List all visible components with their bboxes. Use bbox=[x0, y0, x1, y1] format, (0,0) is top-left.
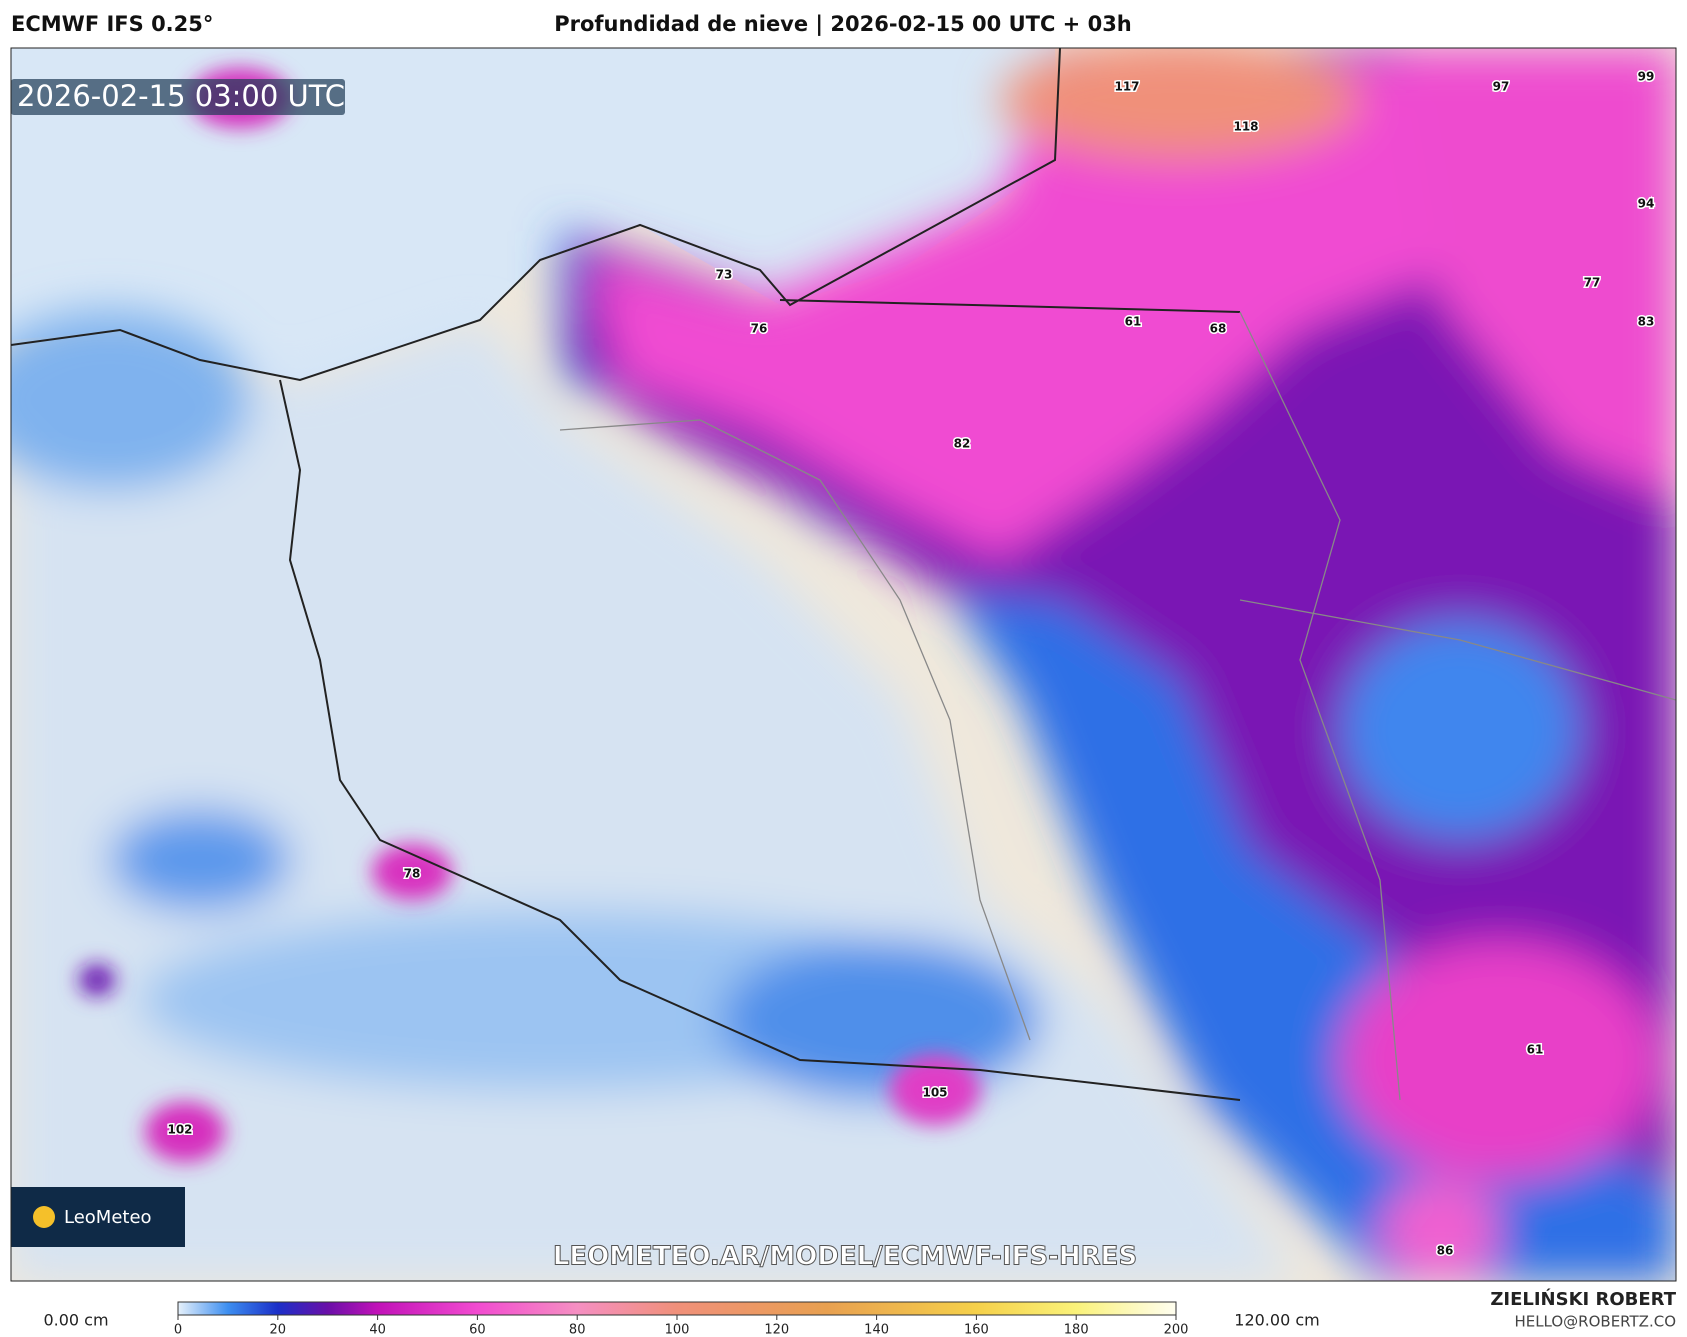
map: 2026-02-15 03:00 UTC LeoMeteo LEOMETEO.A… bbox=[11, 48, 1676, 1281]
colorbar-min: 0.00 cm bbox=[43, 1311, 108, 1330]
colorbar-max: 120.00 cm bbox=[1234, 1311, 1319, 1330]
colorbar-tick-label: 60 bbox=[469, 1323, 486, 1337]
value-label: 73 bbox=[716, 268, 733, 282]
value-label: 78 bbox=[404, 867, 421, 881]
value-label: 102 bbox=[167, 1123, 192, 1137]
colorbar-tick-label: 80 bbox=[569, 1323, 586, 1337]
value-label: 118 bbox=[1233, 120, 1258, 134]
value-labels: 117 118 97 99 94 77 83 73 76 61 68 82 78 105 102 61 86 bbox=[166, 68, 1656, 1259]
value-label: 68 bbox=[1210, 322, 1227, 336]
value-label: 99 bbox=[1638, 70, 1655, 84]
colorbar-tick-label: 40 bbox=[369, 1323, 386, 1337]
colorbar-tick-label: 180 bbox=[1064, 1323, 1089, 1337]
timestamp: 2026-02-15 03:00 UTC bbox=[17, 79, 345, 113]
author: ZIELIŃSKI ROBERT bbox=[1490, 1288, 1676, 1310]
value-label: 86 bbox=[1437, 1244, 1454, 1258]
colorbar-tick-label: 120 bbox=[764, 1323, 789, 1337]
watermark: LEOMETEO.AR/MODEL/ECMWF-IFS-HRES bbox=[553, 1242, 1137, 1272]
logo: LeoMeteo bbox=[64, 1207, 152, 1228]
value-label: 77 bbox=[1584, 276, 1601, 290]
value-label: 61 bbox=[1527, 1043, 1544, 1057]
value-label: 76 bbox=[751, 322, 768, 336]
model-name: ECMWF IFS 0.25° bbox=[11, 12, 213, 36]
value-label: 117 bbox=[1114, 80, 1139, 94]
value-label: 105 bbox=[922, 1086, 947, 1100]
colorbar-tick-label: 140 bbox=[864, 1323, 889, 1337]
value-label: 82 bbox=[954, 437, 971, 451]
value-label: 94 bbox=[1638, 197, 1655, 211]
value-label: 97 bbox=[1493, 80, 1510, 94]
colorbar-tick-label: 100 bbox=[665, 1323, 690, 1337]
colorbar bbox=[177, 1301, 1177, 1316]
colorbar-ticks: 0 20 40 60 80 100 120 140 160 180 200 bbox=[174, 1315, 1189, 1337]
value-label: 83 bbox=[1638, 315, 1655, 329]
colorbar-tick-label: 0 bbox=[174, 1323, 182, 1337]
colorbar-tick-label: 200 bbox=[1164, 1323, 1189, 1337]
colorbar-tick-label: 20 bbox=[270, 1323, 287, 1337]
value-label: 61 bbox=[1125, 315, 1142, 329]
email: HELLO@ROBERTZ.CO bbox=[1514, 1313, 1676, 1331]
title: Profundidad de nieve | 2026-02-15 00 UTC… bbox=[554, 12, 1132, 37]
colorbar-tick-label: 160 bbox=[964, 1323, 989, 1337]
